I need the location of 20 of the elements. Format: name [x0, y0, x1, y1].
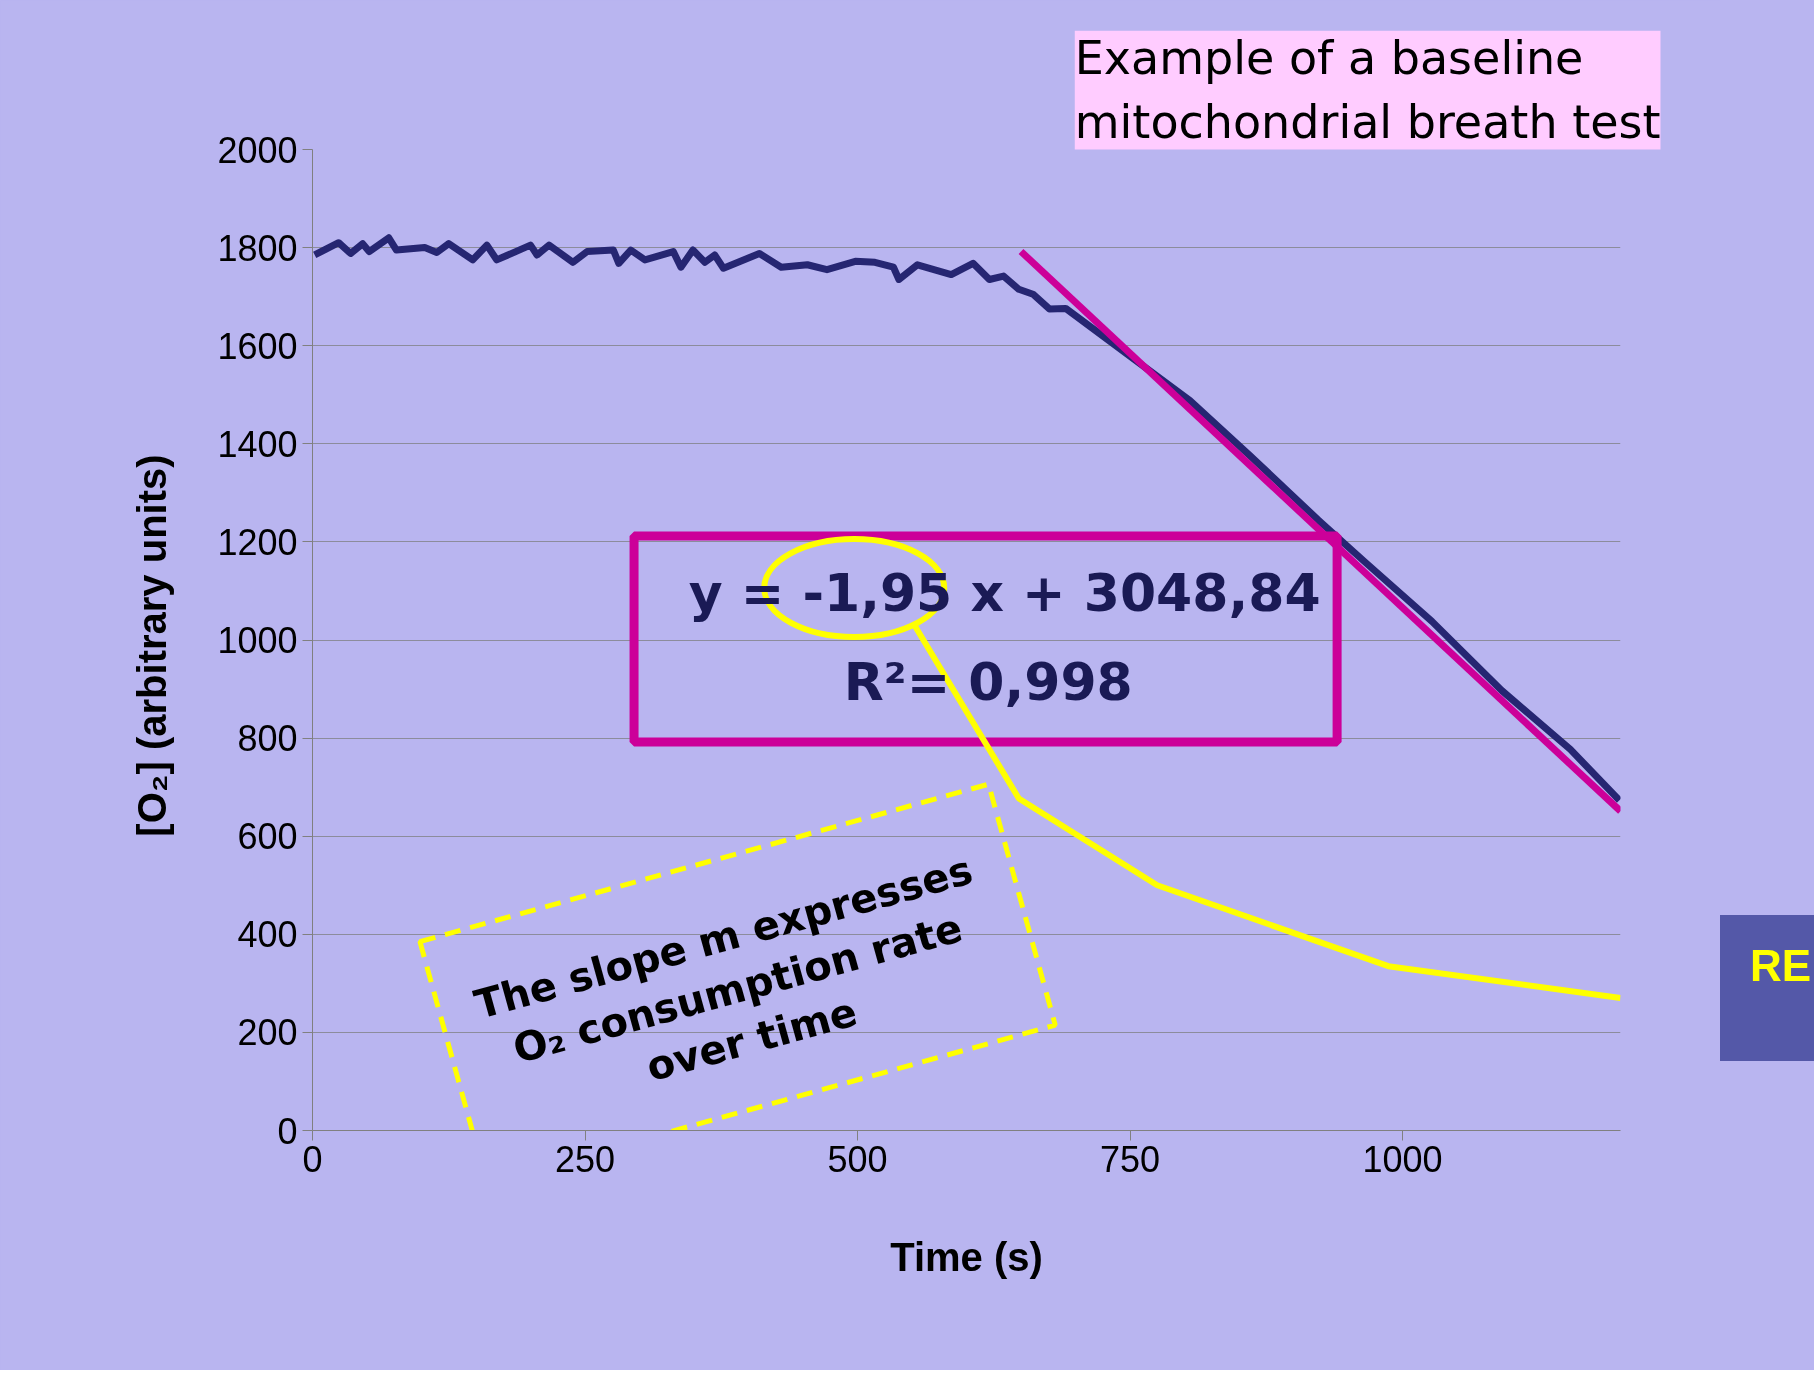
y-tick-label: 1600 — [217, 325, 298, 367]
y-tick-label: 1000 — [217, 620, 298, 661]
x-tick-label: 500 — [827, 1138, 888, 1180]
y-tick-label: 200 — [237, 1012, 298, 1054]
x-axis-title: Time (s) — [890, 1234, 1043, 1279]
chart-title: Example of a baseline mitochondrial breath test — [1074, 30, 1661, 150]
y-tick-label: 1200 — [217, 521, 298, 563]
y-tick-label: 2000 — [217, 129, 298, 171]
y-tick-label: 400 — [237, 914, 298, 956]
y-axis-title: [O₂] (arbitrary units) — [130, 454, 175, 837]
y-tick-label: 600 — [237, 816, 298, 858]
y-tick-label: 0 — [277, 1110, 298, 1152]
y-tick-label: 1400 — [217, 423, 298, 465]
text: RE — [1750, 940, 1812, 992]
y-tick-label: 800 — [237, 718, 298, 760]
annotation: R²= 0,998 — [843, 651, 1133, 712]
x-tick-label: 1000 — [1362, 1138, 1443, 1180]
y-tick-label: 1800 — [217, 227, 298, 269]
x-tick-label: 250 — [554, 1138, 616, 1180]
x-tick-label: 750 — [1099, 1138, 1161, 1180]
